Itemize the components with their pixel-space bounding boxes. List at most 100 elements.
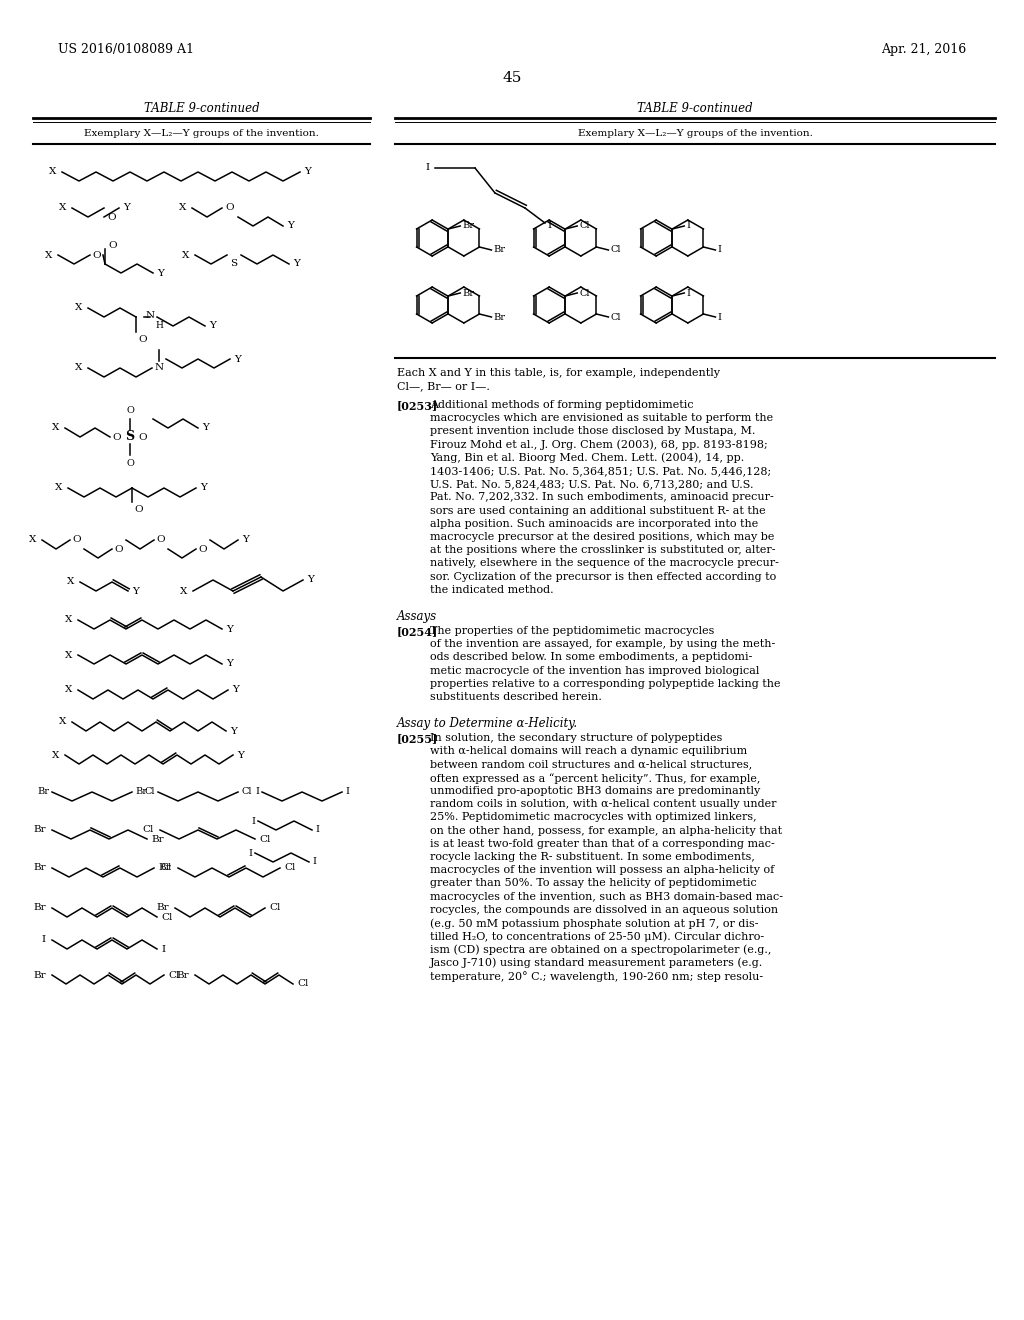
Text: Br: Br xyxy=(34,970,46,979)
Text: I: I xyxy=(686,289,690,297)
Text: rocycle lacking the R- substituent. In some embodiments,: rocycle lacking the R- substituent. In s… xyxy=(430,851,755,862)
Text: X: X xyxy=(65,615,72,624)
Text: I: I xyxy=(718,246,722,255)
Text: temperature, 20° C.; wavelength, 190-260 nm; step resolu-: temperature, 20° C.; wavelength, 190-260… xyxy=(430,970,763,982)
Text: O: O xyxy=(225,203,234,213)
Text: sors are used containing an additional substituent R- at the: sors are used containing an additional s… xyxy=(430,506,766,516)
Text: I: I xyxy=(312,858,316,866)
Text: Cl: Cl xyxy=(161,863,172,873)
Text: Br: Br xyxy=(151,834,164,843)
Text: Cl: Cl xyxy=(161,912,172,921)
Text: Br: Br xyxy=(176,970,189,979)
Text: rocycles, the compounds are dissolved in an aqueous solution: rocycles, the compounds are dissolved in… xyxy=(430,904,778,915)
Text: Br: Br xyxy=(34,903,46,912)
Text: Each X and Y in this table, is, for example, independently: Each X and Y in this table, is, for exam… xyxy=(397,368,720,378)
Text: I: I xyxy=(42,936,46,945)
Text: O: O xyxy=(138,433,147,441)
Text: is at least two-fold greater than that of a corresponding mac-: is at least two-fold greater than that o… xyxy=(430,838,775,849)
Text: I: I xyxy=(547,222,551,231)
Text: X: X xyxy=(179,586,187,595)
Text: X: X xyxy=(67,578,74,586)
Text: Br: Br xyxy=(494,313,506,322)
Text: random coils in solution, with α-helical content usually under: random coils in solution, with α-helical… xyxy=(430,799,776,809)
Text: I: I xyxy=(248,849,252,858)
Text: Y: Y xyxy=(287,222,294,231)
Text: tilled H₂O, to concentrations of 25-50 μM). Circular dichro-: tilled H₂O, to concentrations of 25-50 μ… xyxy=(430,931,764,941)
Text: S: S xyxy=(230,260,238,268)
Text: Yang, Bin et al. Bioorg Med. Chem. Lett. (2004), 14, pp.: Yang, Bin et al. Bioorg Med. Chem. Lett.… xyxy=(430,453,744,463)
Text: Y: Y xyxy=(304,168,311,177)
Text: Br: Br xyxy=(37,788,49,796)
Text: O: O xyxy=(157,536,165,544)
Text: O: O xyxy=(73,536,81,544)
Text: X: X xyxy=(29,536,36,544)
Text: N: N xyxy=(155,363,164,372)
Text: of the invention are assayed, for example, by using the meth-: of the invention are assayed, for exampl… xyxy=(430,639,775,649)
Text: Cl: Cl xyxy=(269,903,281,912)
Text: with α-helical domains will reach a dynamic equilibrium: with α-helical domains will reach a dyna… xyxy=(430,746,748,756)
Text: macrocycles of the invention, such as BH3 domain-based mac-: macrocycles of the invention, such as BH… xyxy=(430,891,783,902)
Text: metic macrocycle of the invention has improved biological: metic macrocycle of the invention has im… xyxy=(430,665,760,676)
Text: Jasco J-710) using standard measurement parameters (e.g.: Jasco J-710) using standard measurement … xyxy=(430,957,763,968)
Text: greater than 50%. To assay the helicity of peptidomimetic: greater than 50%. To assay the helicity … xyxy=(430,878,757,888)
Text: Y: Y xyxy=(157,268,164,277)
Text: In solution, the secondary structure of polypeptides: In solution, the secondary structure of … xyxy=(430,733,722,743)
Text: [0254]: [0254] xyxy=(397,626,438,638)
Text: Cl—, Br— or I—.: Cl—, Br— or I—. xyxy=(397,381,489,391)
Text: X: X xyxy=(51,424,59,433)
Text: I: I xyxy=(686,222,690,231)
Text: Exemplary X—L₂—Y groups of the invention.: Exemplary X—L₂—Y groups of the invention… xyxy=(578,129,812,139)
Text: substituents described herein.: substituents described herein. xyxy=(430,692,602,702)
Text: 1403-1406; U.S. Pat. No. 5,364,851; U.S. Pat. No. 5,446,128;: 1403-1406; U.S. Pat. No. 5,364,851; U.S.… xyxy=(430,466,771,477)
Text: [0253]: [0253] xyxy=(397,400,438,411)
Text: O: O xyxy=(138,335,147,345)
Text: the indicated method.: the indicated method. xyxy=(430,585,554,595)
Text: Br: Br xyxy=(34,825,46,834)
Text: at the positions where the crosslinker is substituted or, alter-: at the positions where the crosslinker i… xyxy=(430,545,775,556)
Text: Y: Y xyxy=(307,576,314,585)
Text: I: I xyxy=(426,164,430,173)
Text: Cl: Cl xyxy=(259,834,270,843)
Text: X: X xyxy=(58,203,66,213)
Text: Y: Y xyxy=(209,322,216,330)
Text: Br: Br xyxy=(462,222,474,231)
Text: I: I xyxy=(315,825,319,834)
Text: X: X xyxy=(75,304,82,313)
Text: Cl: Cl xyxy=(284,863,295,873)
Text: O: O xyxy=(113,433,121,441)
Text: properties relative to a corresponding polypeptide lacking the: properties relative to a corresponding p… xyxy=(430,678,780,689)
Text: (e.g. 50 mM potassium phosphate solution at pH 7, or dis-: (e.g. 50 mM potassium phosphate solution… xyxy=(430,917,759,928)
Text: Br: Br xyxy=(462,289,474,297)
Text: X: X xyxy=(65,685,72,694)
Text: Pat. No. 7,202,332. In such embodiments, aminoacid precur-: Pat. No. 7,202,332. In such embodiments,… xyxy=(430,492,774,503)
Text: O: O xyxy=(115,544,123,553)
Text: O: O xyxy=(93,251,101,260)
Text: X: X xyxy=(75,363,82,372)
Text: X: X xyxy=(65,651,72,660)
Text: Apr. 21, 2016: Apr. 21, 2016 xyxy=(881,44,966,57)
Text: on the other hand, possess, for example, an alpha-helicity that: on the other hand, possess, for example,… xyxy=(430,825,782,836)
Text: Y: Y xyxy=(200,483,207,492)
Text: ods described below. In some embodiments, a peptidomi-: ods described below. In some embodiments… xyxy=(430,652,753,663)
Text: Y: Y xyxy=(132,586,139,595)
Text: 45: 45 xyxy=(503,71,521,84)
Text: I: I xyxy=(255,788,259,796)
Text: Cl: Cl xyxy=(580,222,590,231)
Text: Br: Br xyxy=(34,863,46,873)
Text: O: O xyxy=(199,544,207,553)
Text: ism (CD) spectra are obtained on a spectropolarimeter (e.g.,: ism (CD) spectra are obtained on a spect… xyxy=(430,944,771,954)
Text: Assay to Determine α-Helicity.: Assay to Determine α-Helicity. xyxy=(397,717,579,730)
Text: 25%. Peptidomimetic macrocycles with optimized linkers,: 25%. Peptidomimetic macrocycles with opt… xyxy=(430,812,757,822)
Text: I: I xyxy=(161,945,165,953)
Text: Br: Br xyxy=(494,246,506,255)
Text: between random coil structures and α-helical structures,: between random coil structures and α-hel… xyxy=(430,759,753,770)
Text: U.S. Pat. No. 5,824,483; U.S. Pat. No. 6,713,280; and U.S.: U.S. Pat. No. 5,824,483; U.S. Pat. No. 6… xyxy=(430,479,754,490)
Text: I: I xyxy=(251,817,255,825)
Text: macrocycles of the invention will possess an alpha-helicity of: macrocycles of the invention will posses… xyxy=(430,865,774,875)
Text: TABLE 9-continued: TABLE 9-continued xyxy=(637,102,753,115)
Text: The properties of the peptidomimetic macrocycles: The properties of the peptidomimetic mac… xyxy=(430,626,715,636)
Text: Cl: Cl xyxy=(142,825,154,834)
Text: Additional methods of forming peptidomimetic: Additional methods of forming peptidomim… xyxy=(430,400,693,411)
Text: Cl: Cl xyxy=(241,788,252,796)
Text: Y: Y xyxy=(232,685,239,694)
